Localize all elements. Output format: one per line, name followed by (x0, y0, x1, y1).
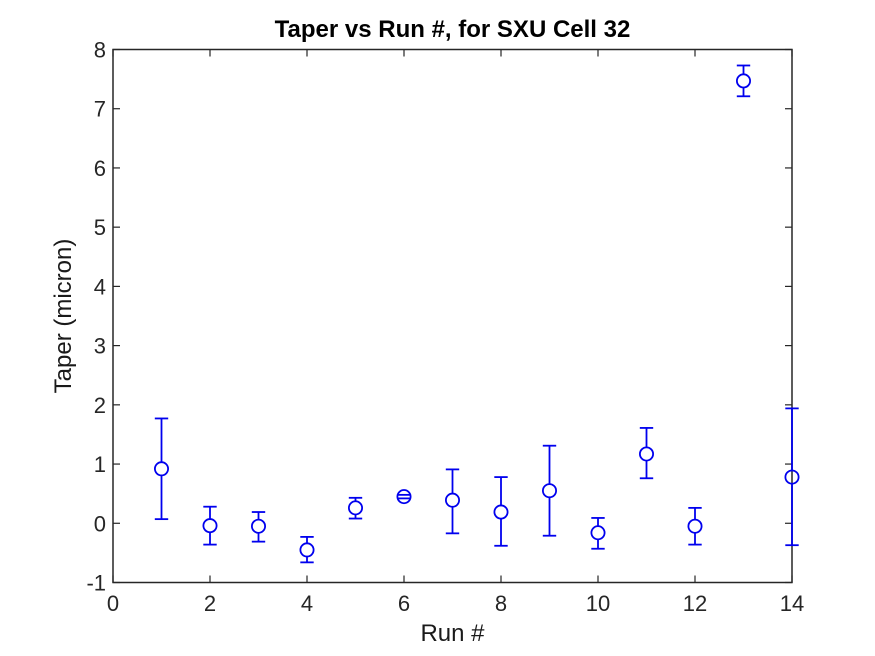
data-point (396, 489, 412, 505)
data-point (590, 517, 606, 550)
circle-marker (396, 489, 412, 505)
errorbar-series (153, 64, 800, 564)
circle-marker (736, 73, 752, 89)
y-tick-label: 8 (94, 38, 106, 63)
circle-marker (590, 525, 606, 541)
y-axis-ticks: -1 0 1 2 3 4 5 6 7 8 (86, 38, 792, 596)
y-tick-label: 6 (94, 156, 106, 181)
data-point (784, 407, 800, 547)
circle-marker (639, 446, 655, 462)
x-tick-label: 0 (107, 591, 119, 616)
y-tick-label: 4 (94, 274, 106, 299)
data-point (736, 64, 752, 98)
data-point (639, 427, 655, 480)
data-point (202, 505, 218, 546)
data-point (687, 506, 703, 546)
circle-marker (347, 500, 363, 516)
y-tick-label: 0 (94, 511, 106, 536)
x-axis-ticks: 0 2 4 6 8 10 12 14 (107, 49, 804, 616)
data-point (542, 444, 558, 537)
x-tick-label: 10 (586, 591, 610, 616)
data-point (444, 468, 460, 535)
x-tick-label: 14 (780, 591, 804, 616)
chart-title: Taper vs Run #, for SXU Cell 32 (274, 16, 631, 43)
circle-marker (784, 469, 800, 485)
y-tick-label: 3 (94, 334, 106, 359)
circle-marker (687, 518, 703, 534)
y-tick-label: -1 (86, 571, 106, 596)
data-point (250, 511, 266, 543)
y-tick-label: 2 (94, 393, 106, 418)
circle-marker (202, 518, 218, 534)
circle-marker (250, 518, 266, 534)
data-point (347, 496, 363, 520)
x-tick-label: 6 (398, 591, 410, 616)
axes-box (112, 48, 793, 584)
data-point (299, 535, 315, 564)
circle-marker (299, 542, 315, 558)
x-tick-label: 12 (683, 591, 707, 616)
x-tick-label: 2 (204, 591, 216, 616)
data-point (493, 476, 509, 547)
y-tick-label: 5 (94, 215, 106, 240)
x-tick-label: 4 (301, 591, 313, 616)
circle-marker (493, 504, 509, 520)
circle-marker (542, 483, 558, 499)
y-axis-label: Taper (micron) (50, 238, 77, 394)
y-tick-label: 7 (94, 97, 106, 122)
data-point (153, 417, 169, 521)
circle-marker (444, 492, 460, 508)
y-tick-label: 1 (94, 452, 106, 477)
x-tick-label: 8 (495, 591, 507, 616)
circle-marker (153, 461, 169, 477)
x-axis-label: Run # (420, 620, 485, 647)
